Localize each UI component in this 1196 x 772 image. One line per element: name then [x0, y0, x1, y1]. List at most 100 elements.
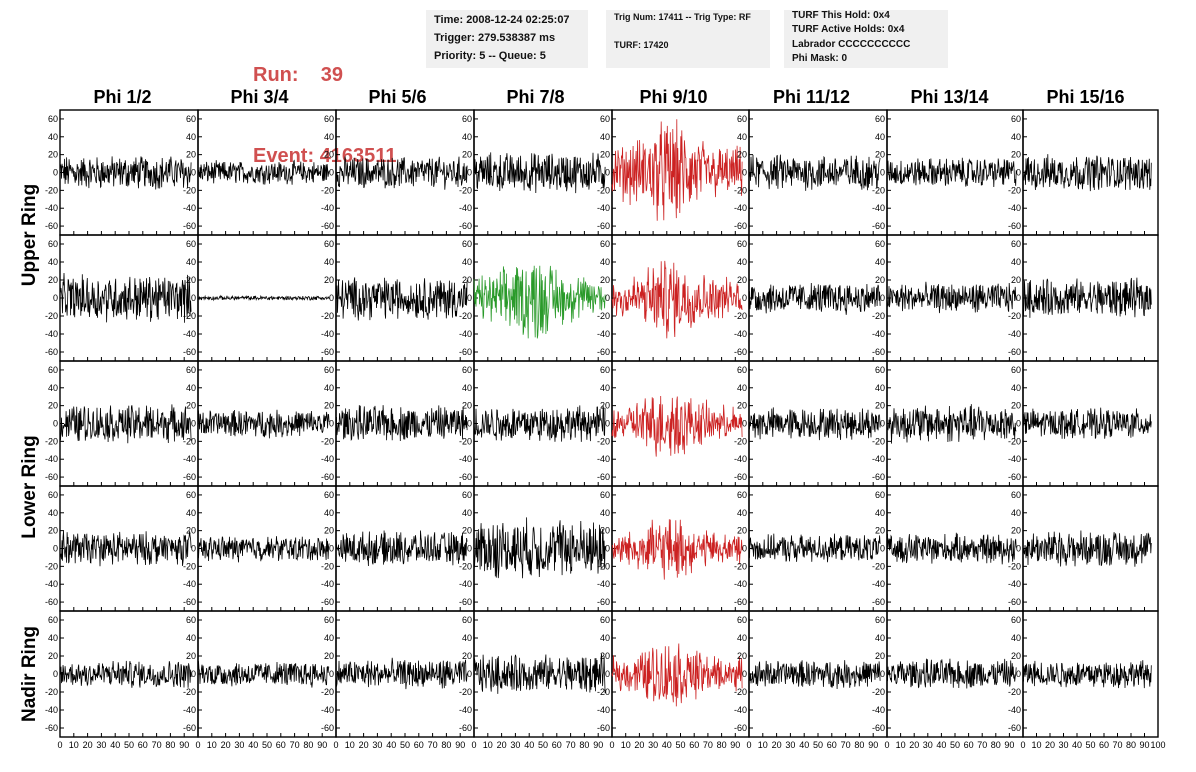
y-tick-label: 40	[462, 633, 472, 643]
y-tick-label: 20	[600, 526, 610, 536]
y-tick-label: 40	[48, 633, 58, 643]
x-tick-label: 70	[566, 740, 576, 750]
y-tick-label: 0	[880, 669, 885, 679]
phi-mask-text: Phi Mask: 0	[792, 53, 848, 64]
y-tick-label: -40	[45, 203, 58, 213]
y-tick-label: 20	[875, 150, 885, 160]
y-tick-label: -40	[872, 579, 885, 589]
x-tick-label: 70	[152, 740, 162, 750]
y-tick-label: 60	[737, 365, 747, 375]
column-label-phi-15-16: Phi 15/16	[1046, 87, 1125, 107]
labrador-text: Labrador CCCCCCCCCC	[792, 39, 911, 50]
column-label-phi-3-4: Phi 3/4	[230, 87, 289, 107]
column-label-phi-5-6: Phi 5/6	[368, 87, 427, 107]
x-tick-label: 80	[854, 740, 864, 750]
x-tick-label: 80	[165, 740, 175, 750]
y-tick-label: -20	[321, 185, 334, 195]
y-tick-label: 60	[600, 490, 610, 500]
y-tick-label: 0	[742, 544, 747, 554]
y-tick-label: -40	[597, 579, 610, 589]
y-tick-label: -60	[183, 347, 196, 357]
waveform-trace	[197, 159, 330, 185]
waveform-trace	[473, 517, 606, 579]
y-tick-label: -20	[872, 687, 885, 697]
y-tick-label: 0	[605, 168, 610, 178]
y-tick-label: 60	[462, 365, 472, 375]
y-tick-label: 0	[605, 293, 610, 303]
x-tick-label: 80	[303, 740, 313, 750]
y-tick-label: -40	[597, 329, 610, 339]
y-tick-label: 0	[742, 669, 747, 679]
y-tick-label: -60	[872, 347, 885, 357]
x-tick-label: 30	[923, 740, 933, 750]
x-tick-label: 10	[1031, 740, 1041, 750]
y-tick-label: -40	[459, 579, 472, 589]
y-tick-label: 60	[324, 114, 334, 124]
y-tick-label: -20	[1008, 311, 1021, 321]
y-tick-label: 20	[737, 150, 747, 160]
y-tick-label: 40	[1011, 257, 1021, 267]
y-tick-label: 20	[875, 401, 885, 411]
y-tick-label: -40	[734, 203, 747, 213]
y-tick-label: -60	[45, 723, 58, 733]
x-tick-label: 30	[96, 740, 106, 750]
y-tick-label: 60	[1011, 239, 1021, 249]
y-tick-label: -60	[597, 597, 610, 607]
y-tick-label: -60	[459, 472, 472, 482]
waveform-trace	[335, 657, 468, 690]
y-tick-label: -20	[183, 185, 196, 195]
y-tick-label: 60	[600, 365, 610, 375]
y-tick-label: -60	[872, 723, 885, 733]
y-tick-label: -60	[183, 597, 196, 607]
waveform-trace	[59, 530, 192, 567]
x-tick-label: 90	[1139, 740, 1149, 750]
y-tick-label: 40	[600, 383, 610, 393]
y-tick-label: 0	[880, 168, 885, 178]
y-tick-label: -20	[321, 436, 334, 446]
y-tick-label: -20	[734, 185, 747, 195]
y-tick-label: 0	[742, 419, 747, 429]
y-tick-label: 60	[48, 114, 58, 124]
x-tick-label: 40	[662, 740, 672, 750]
x-tick-label: 40	[799, 740, 809, 750]
y-tick-label: 0	[53, 419, 58, 429]
y-tick-label: 20	[1011, 401, 1021, 411]
x-tick-label: 0	[1020, 740, 1025, 750]
y-tick-label: 60	[737, 615, 747, 625]
y-tick-label: 40	[737, 383, 747, 393]
y-tick-label: 40	[737, 257, 747, 267]
y-tick-label: 60	[462, 615, 472, 625]
y-tick-label: -60	[459, 347, 472, 357]
x-tick-label: 90	[455, 740, 465, 750]
waveform-trace	[335, 277, 468, 321]
y-tick-label: 0	[191, 669, 196, 679]
trigger-text: Trigger: 279.538387 ms	[434, 32, 556, 44]
x-tick-label: 90	[317, 740, 327, 750]
y-tick-label: 40	[600, 633, 610, 643]
y-tick-label: -20	[734, 311, 747, 321]
y-tick-label: 60	[1011, 365, 1021, 375]
y-tick-label: -20	[597, 561, 610, 571]
y-tick-label: -60	[183, 472, 196, 482]
column-label-phi-7-8: Phi 7/8	[506, 87, 565, 107]
y-tick-label: 0	[467, 293, 472, 303]
y-tick-label: -20	[321, 687, 334, 697]
waveform-trace	[611, 519, 743, 580]
y-tick-label: 0	[1016, 669, 1021, 679]
x-tick-label: 90	[593, 740, 603, 750]
y-tick-label: -40	[1008, 203, 1021, 213]
y-tick-label: 60	[462, 490, 472, 500]
y-tick-label: -20	[597, 185, 610, 195]
y-tick-label: 20	[462, 526, 472, 536]
y-tick-label: 40	[186, 633, 196, 643]
y-tick-label: -20	[1008, 185, 1021, 195]
y-tick-label: 20	[1011, 526, 1021, 536]
y-tick-label: -20	[45, 687, 58, 697]
y-tick-label: -60	[597, 723, 610, 733]
y-tick-label: -40	[872, 329, 885, 339]
y-tick-label: -60	[183, 221, 196, 231]
y-tick-label: -60	[734, 347, 747, 357]
x-tick-label: 0	[746, 740, 751, 750]
x-tick-label: 40	[1072, 740, 1082, 750]
y-tick-label: -20	[734, 687, 747, 697]
